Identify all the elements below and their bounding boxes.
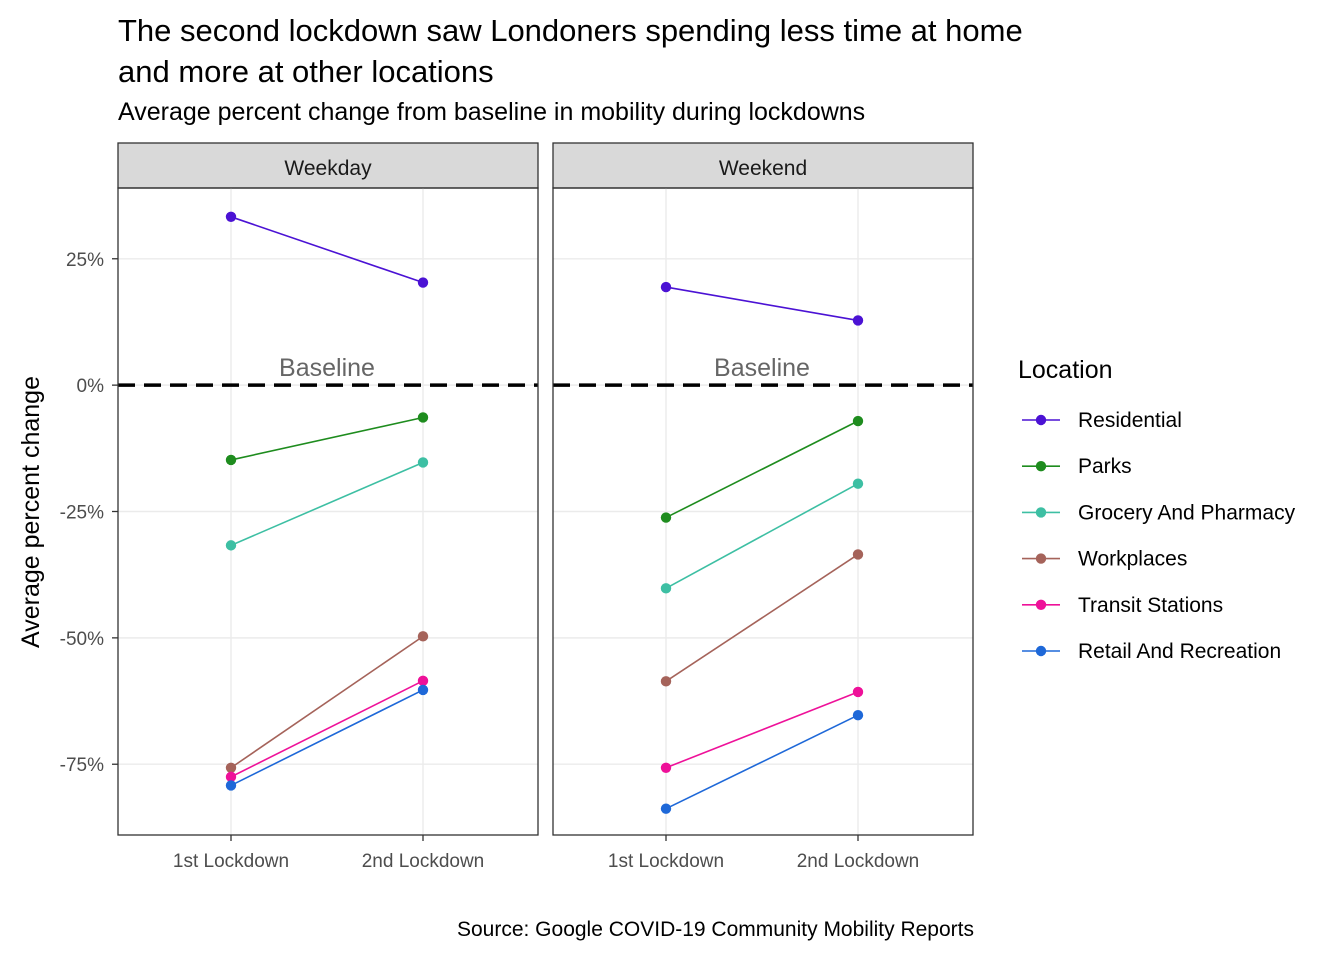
legend-title: Location (1018, 356, 1113, 384)
x-tick-label: 1st Lockdown (173, 851, 289, 872)
data-point-workplaces (852, 549, 864, 560)
legend-key-point (1035, 507, 1047, 518)
data-point-parks (417, 412, 429, 423)
chart-title-line-1: The second lockdown saw Londoners spendi… (118, 13, 1023, 48)
baseline-label: Baseline (279, 354, 375, 382)
chart-caption: Source: Google COVID-19 Community Mobili… (456, 918, 974, 941)
data-point-retail-and-recreation (225, 780, 237, 791)
facet-strip-label: Weekday (284, 157, 372, 180)
series-line-residential (665, 286, 859, 322)
legend-label: Parks (1078, 455, 1132, 478)
y-tick-label: 0% (77, 376, 105, 397)
data-point-workplaces (660, 676, 672, 687)
y-tick-label: -50% (60, 629, 104, 650)
data-point-grocery-and-pharmacy (660, 583, 672, 594)
legend-label: Grocery And Pharmacy (1078, 501, 1296, 524)
data-point-residential (417, 277, 429, 288)
data-point-parks (225, 454, 237, 466)
data-point-grocery-and-pharmacy (852, 478, 864, 489)
data-point-grocery-and-pharmacy (225, 540, 237, 551)
series-line-workplaces (665, 553, 859, 683)
baseline-label: Baseline (714, 354, 810, 382)
legend-label: Retail And Recreation (1078, 640, 1281, 663)
data-point-residential (660, 281, 672, 293)
legend-key-point (1035, 461, 1047, 472)
series-line-grocery-and-pharmacy (665, 482, 859, 590)
legend-label: Workplaces (1078, 548, 1187, 571)
legend-key-point (1035, 599, 1047, 610)
data-point-transit-stations (852, 686, 864, 698)
facet-strip (117, 142, 539, 189)
x-tick-label: 1st Lockdown (608, 851, 724, 872)
data-point-transit-stations (660, 762, 672, 773)
data-point-retail-and-recreation (417, 684, 429, 696)
data-point-workplaces (417, 631, 429, 642)
series-line-parks (230, 416, 424, 461)
y-axis-title: Average percent change (17, 376, 45, 648)
data-point-residential (852, 315, 864, 326)
data-point-transit-stations (417, 675, 429, 687)
legend-key-point (1035, 414, 1047, 426)
data-point-transit-stations (225, 771, 237, 783)
data-point-parks (660, 512, 672, 523)
legend-label: Residential (1078, 409, 1182, 432)
chart-title-line-2: and more at other locations (118, 54, 494, 89)
x-tick-label: 2nd Lockdown (362, 851, 485, 872)
y-tick-label: 25% (66, 250, 104, 271)
series-line-grocery-and-pharmacy (230, 461, 424, 547)
x-tick-label: 2nd Lockdown (797, 851, 920, 872)
panel-border (552, 187, 974, 836)
data-point-retail-and-recreation (852, 710, 864, 721)
series-line-retail-and-recreation (665, 714, 859, 810)
y-tick-label: -75% (60, 755, 104, 776)
data-point-residential (225, 211, 237, 223)
chart-title: The second lockdown saw Londoners spendi… (118, 10, 1023, 92)
legend-key-point (1035, 645, 1047, 657)
chart-subtitle: Average percent change from baseline in … (118, 98, 866, 126)
series-line-workplaces (230, 635, 424, 769)
legend-key-point (1035, 553, 1047, 564)
series-line-retail-and-recreation (230, 689, 424, 787)
series-line-transit-stations (230, 680, 424, 778)
data-point-parks (852, 415, 864, 427)
series-line-transit-stations (665, 691, 859, 769)
data-point-retail-and-recreation (660, 803, 672, 814)
legend-label: Transit Stations (1078, 594, 1223, 617)
y-tick-label: -25% (60, 503, 104, 524)
facet-strip-label: Weekend (719, 157, 807, 180)
data-point-workplaces (225, 762, 237, 773)
series-line-parks (665, 420, 859, 519)
series-line-residential (230, 216, 424, 284)
data-point-grocery-and-pharmacy (417, 457, 429, 468)
